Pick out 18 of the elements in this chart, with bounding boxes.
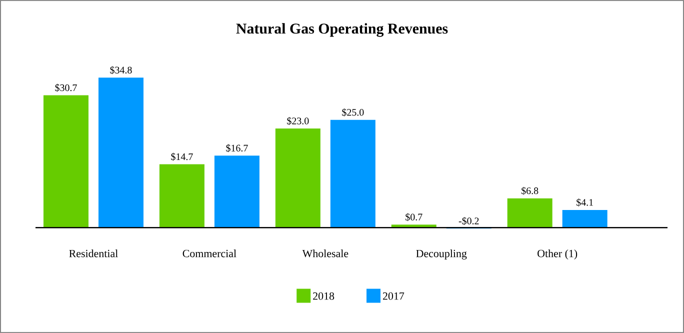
data-label: $23.0	[287, 117, 309, 125]
data-label: $25.0	[342, 108, 364, 116]
x-tick-label: Residential	[69, 250, 118, 258]
x-tick-label: Decoupling	[416, 250, 467, 260]
x-tick-label: Wholesale	[302, 250, 348, 258]
data-label: $14.7	[171, 152, 193, 161]
chart-title: Natural Gas Operating Revenues	[236, 23, 448, 37]
data-label: $34.8	[110, 66, 132, 74]
data-label: $16.7	[226, 144, 248, 152]
legend-label: 2018	[313, 292, 334, 300]
data-label: $0.7	[406, 213, 422, 222]
x-tick-label: Commercial	[182, 250, 236, 258]
x-tick-label: Other (1)	[538, 250, 578, 260]
data-label: $4.1	[576, 198, 593, 206]
legend-label: 2017	[382, 292, 404, 300]
data-label: -$0.2	[458, 217, 479, 225]
data-label: $6.8	[522, 186, 538, 195]
data-label: $30.7	[55, 84, 77, 92]
